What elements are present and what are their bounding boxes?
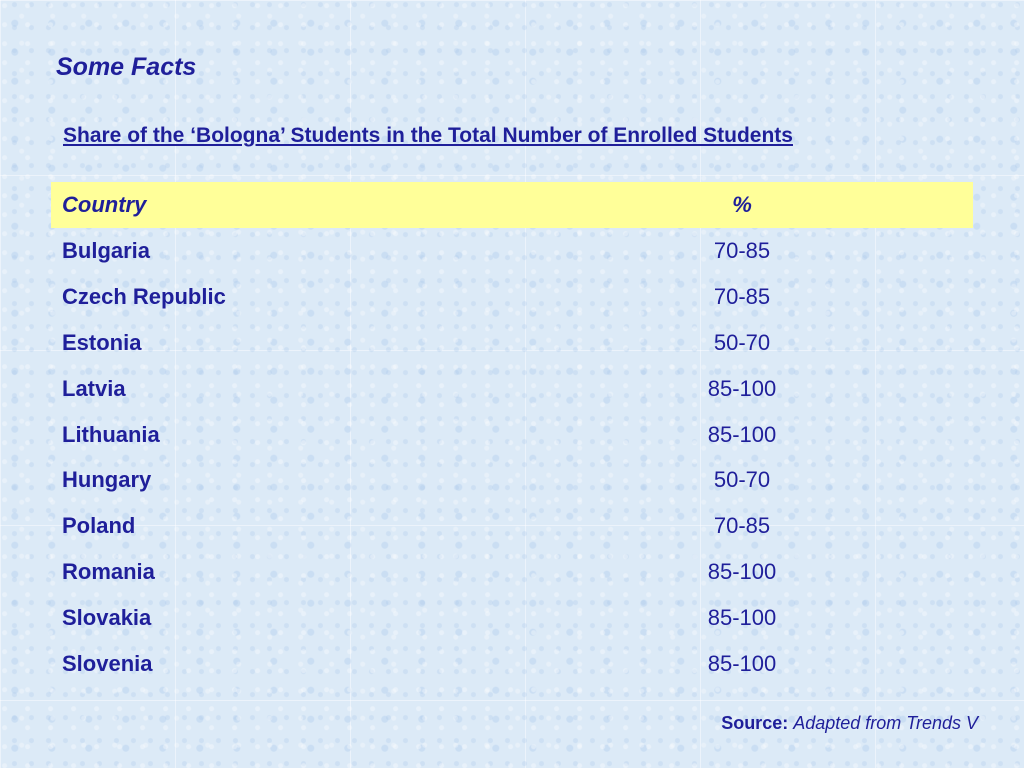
table-row: Slovenia 85-100: [51, 641, 973, 687]
source-text: Adapted from Trends V: [793, 713, 978, 733]
country-cell: Estonia: [62, 329, 142, 355]
table-row: Latvia 85-100: [51, 366, 973, 412]
percent-cell: 70-85: [713, 513, 771, 539]
table-row: Poland 70-85: [51, 503, 973, 549]
country-cell: Lithuania: [62, 421, 160, 447]
table-row: Hungary 50-70: [51, 457, 973, 503]
country-cell: Poland: [62, 513, 136, 539]
table-row: Estonia 50-70: [51, 320, 973, 366]
source-note: Source: Adapted from Trends V: [721, 713, 978, 734]
percent-cell: 70-85: [713, 283, 771, 309]
percent-cell: 85-100: [707, 559, 777, 585]
percent-cell: 85-100: [707, 375, 777, 401]
country-cell: Bulgaria: [62, 237, 151, 263]
slide-title: Some Facts: [56, 53, 197, 81]
source-label: Source:: [721, 713, 789, 733]
country-cell: Latvia: [62, 375, 126, 401]
table-row: Bulgaria 70-85: [51, 228, 973, 274]
percent-cell: 85-100: [707, 421, 777, 447]
percent-cell: 50-70: [713, 329, 771, 355]
header-country: Country: [62, 192, 147, 217]
country-cell: Hungary: [62, 467, 152, 493]
header-percent: %: [732, 192, 752, 217]
country-cell: Czech Republic: [62, 283, 226, 309]
country-cell: Slovenia: [62, 650, 153, 676]
country-cell: Slovakia: [62, 605, 152, 631]
table-header-row: Country %: [51, 182, 973, 228]
table-heading: Share of the ‘Bologna’ Students in the T…: [63, 124, 793, 147]
percent-cell: 85-100: [707, 650, 777, 676]
country-cell: Romania: [62, 559, 155, 585]
percent-cell: 85-100: [707, 605, 777, 631]
table-row: Czech Republic 70-85: [51, 274, 973, 320]
table-row: Lithuania 85-100: [51, 412, 973, 458]
percent-cell: 70-85: [713, 237, 771, 263]
percent-cell: 50-70: [713, 467, 771, 493]
data-table: Country % Bulgaria 70-85 Czech Republic …: [51, 182, 973, 687]
table-row: Slovakia 85-100: [51, 595, 973, 641]
table-row: Romania 85-100: [51, 549, 973, 595]
